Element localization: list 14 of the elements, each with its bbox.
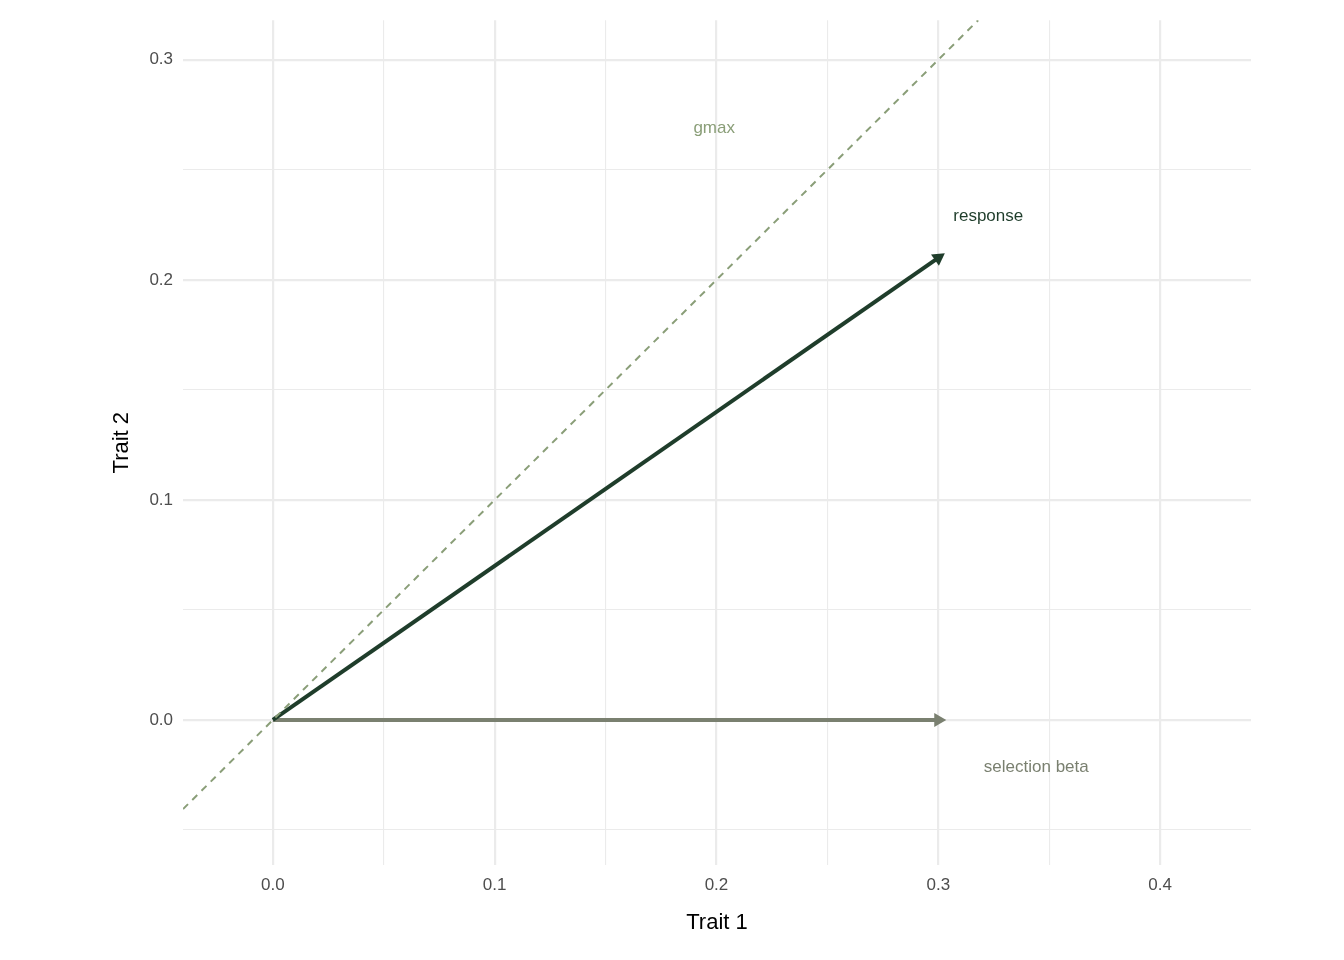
x-tick-label: 0.0	[261, 875, 285, 895]
x-tick-label: 0.3	[926, 875, 951, 895]
y-tick-label: 0.0	[149, 709, 174, 729]
x-tick-label: 0.1	[482, 875, 507, 895]
x-tick-label: 0.4	[1148, 875, 1172, 895]
y-tick-label: 0.3	[149, 49, 174, 69]
text: selection beta	[983, 756, 1090, 776]
y-tick-label: 0.1	[149, 489, 174, 509]
text: gmax	[693, 117, 736, 137]
x-axis-title: Trait 1	[686, 908, 748, 934]
x-tick-label: 0.2	[704, 875, 729, 895]
y-axis-title: Trait 2	[108, 411, 134, 474]
y-tick-label: 0.2	[149, 269, 174, 289]
series-label: response	[953, 205, 1024, 225]
